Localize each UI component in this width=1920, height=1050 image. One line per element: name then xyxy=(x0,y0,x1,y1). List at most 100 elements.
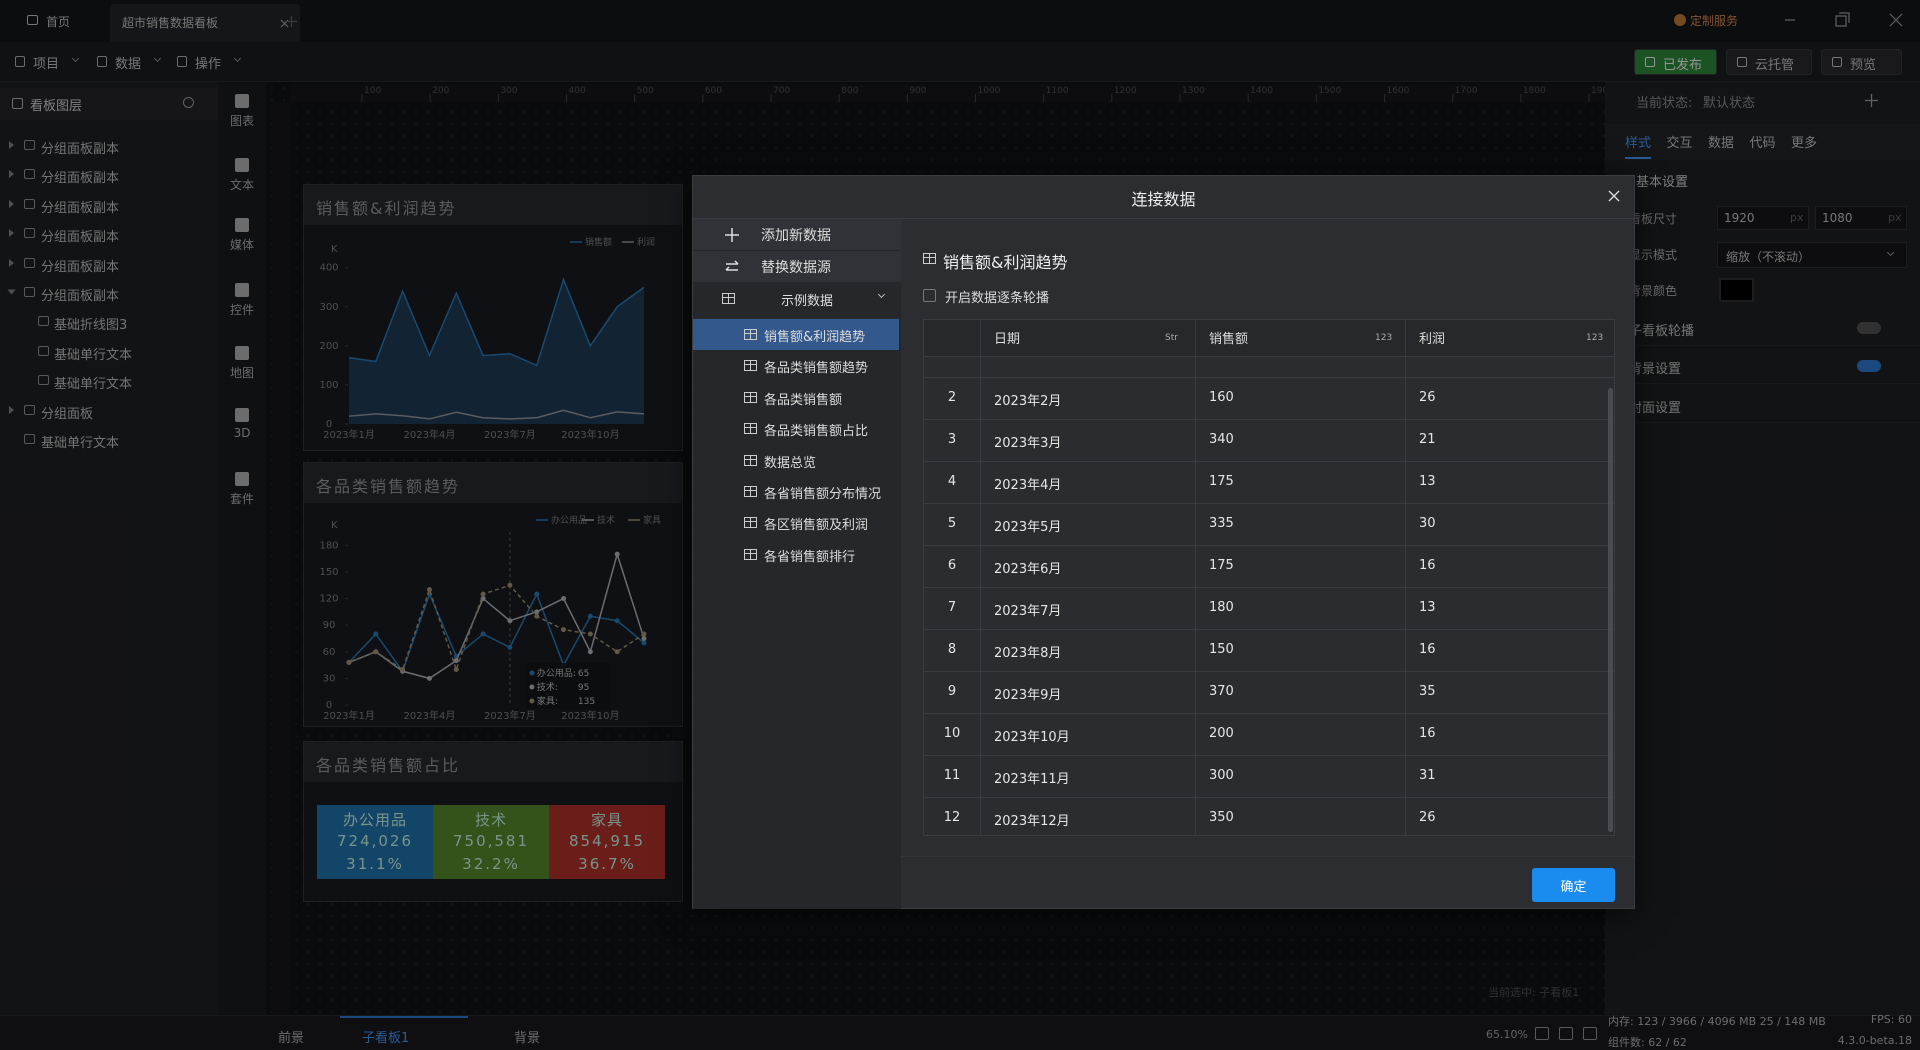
share-value: 854,915 xyxy=(568,832,646,850)
menu-icon xyxy=(725,260,739,271)
layer-tab[interactable]: 背景 xyxy=(514,1031,541,1046)
tool-icon[interactable] xyxy=(235,94,249,108)
layer-item[interactable]: 分组面板副本 xyxy=(41,142,120,157)
tool-icon[interactable] xyxy=(235,408,249,422)
restore xyxy=(1835,12,1850,27)
ruler-label: 100 xyxy=(364,86,381,96)
dataset[interactable]: 数据总览 xyxy=(764,455,817,471)
menu[interactable]: 数据 xyxy=(115,57,142,72)
tool-label[interactable]: 套件 xyxy=(229,492,254,506)
share-name: 办公用品 xyxy=(342,811,407,829)
toggle[interactable] xyxy=(1857,360,1881,372)
dataset[interactable]: 各品类销售额占比 xyxy=(764,424,869,440)
layer-tab[interactable]: 前景 xyxy=(278,1031,305,1046)
point xyxy=(534,613,540,619)
layer-item[interactable]: 基础单行文本 xyxy=(41,436,120,451)
table-icon xyxy=(744,454,757,466)
tool-label[interactable]: 控件 xyxy=(229,303,254,317)
tool-icon[interactable] xyxy=(235,158,249,172)
service-icon xyxy=(1674,14,1686,26)
tooltip-label: 家具: xyxy=(537,695,558,707)
menu[interactable]: 操作 xyxy=(195,57,222,72)
section-label: 子看板轮播 xyxy=(1629,324,1695,339)
share-value: 750,581 xyxy=(452,832,530,850)
tool-icon[interactable] xyxy=(235,472,249,486)
ruler-label: 300 xyxy=(500,86,517,96)
tool-label[interactable]: 媒体 xyxy=(229,238,254,252)
table-icon xyxy=(744,548,757,560)
modal-close[interactable] xyxy=(1608,190,1620,202)
layer-title: 看板图层 xyxy=(30,99,83,114)
menu-action[interactable]: 添加新数据 xyxy=(761,228,831,244)
widget-panel: 各品类销售额占比 办公用品 724,026 31.1% 技术 750,581 32.2% 家具… xyxy=(303,741,683,902)
row-line xyxy=(924,503,1614,504)
tool-icon[interactable] xyxy=(235,218,249,232)
tab[interactable]: 更多 xyxy=(1791,136,1818,151)
point xyxy=(480,591,486,597)
x-tick-label: 2023年1月 xyxy=(323,428,375,441)
menu[interactable]: 项目 xyxy=(33,57,60,72)
layer-tab[interactable]: 子看板1 xyxy=(362,1031,410,1046)
tool-label[interactable]: 地图 xyxy=(229,366,254,380)
point xyxy=(346,659,352,665)
action-button[interactable]: 预览 xyxy=(1821,49,1902,75)
layer-item[interactable]: 分组面板副本 xyxy=(41,230,120,246)
row-label: 背景颜色 xyxy=(1629,284,1678,298)
tool-label[interactable]: 3D xyxy=(233,426,251,440)
widget-header xyxy=(304,742,682,782)
cell: 16 xyxy=(1419,642,1436,657)
point xyxy=(561,596,567,602)
tab[interactable]: 数据 xyxy=(1708,136,1735,151)
icon xyxy=(24,198,35,209)
layer-item[interactable]: 分组面板副本 xyxy=(41,200,120,216)
tab[interactable]: 交互 xyxy=(1666,136,1693,151)
point xyxy=(373,631,379,637)
select[interactable]: 缩放（不滚动） xyxy=(1717,242,1907,268)
x-tick-label: 2023年10月 xyxy=(561,428,619,441)
cell: 31 xyxy=(1419,768,1436,783)
layer-item[interactable]: 分组面板副本 xyxy=(41,259,120,275)
widget-header xyxy=(304,185,682,225)
action-button[interactable]: 云托管 xyxy=(1726,49,1812,75)
toggle[interactable] xyxy=(1857,322,1881,334)
layer-child[interactable]: 基础折线图3 xyxy=(54,318,128,334)
source[interactable]: 示例数据 xyxy=(781,294,834,309)
layer-child[interactable]: 基础单行文本 xyxy=(54,377,133,393)
ruler-label: 1600 xyxy=(1387,86,1410,96)
icon xyxy=(12,98,23,109)
tool-icon[interactable] xyxy=(235,283,249,297)
tool-label[interactable]: 图表 xyxy=(229,114,254,128)
share-share: 32.2% xyxy=(462,855,520,873)
layer-item[interactable]: 分组面板副本 xyxy=(41,171,120,187)
dataset[interactable]: 各省销售额排行 xyxy=(764,549,856,565)
point xyxy=(507,582,513,588)
layer-item[interactable]: 分组面板副本 xyxy=(41,289,120,304)
layer-item[interactable]: 分组面板 xyxy=(41,406,94,422)
cell: 13 xyxy=(1419,600,1436,615)
row-line xyxy=(924,545,1614,546)
input[interactable]: 1080 px xyxy=(1815,206,1907,230)
col-line xyxy=(1405,320,1406,835)
tab-active[interactable]: 样式 xyxy=(1625,132,1652,159)
icon xyxy=(24,228,35,239)
dataset[interactable]: 各省销售额分布情况 xyxy=(764,487,882,502)
dataset[interactable]: 销售额&利润趋势 xyxy=(764,330,866,345)
menu-action[interactable]: 替换数据源 xyxy=(761,260,831,276)
tool-icon[interactable] xyxy=(235,346,249,360)
layer-child[interactable]: 基础单行文本 xyxy=(54,347,133,363)
service[interactable]: 定制服务 xyxy=(1690,14,1739,28)
input[interactable]: 1920 px xyxy=(1717,206,1809,230)
tool-label[interactable]: 文本 xyxy=(229,178,254,192)
point xyxy=(534,591,540,597)
dataset[interactable]: 各品类销售额 xyxy=(764,392,843,408)
checkbox[interactable] xyxy=(923,289,936,302)
dataset[interactable]: 各区销售额及利润 xyxy=(764,518,869,534)
action-button[interactable]: 已发布 xyxy=(1634,49,1717,75)
confirm-button[interactable]: 确定 xyxy=(1532,868,1615,902)
tab[interactable]: 代码 xyxy=(1749,136,1776,151)
ruler-label: 1900 xyxy=(1591,86,1605,96)
x-tick-label: 2023年4月 xyxy=(404,709,456,722)
tab[interactable]: 首页 xyxy=(46,15,71,29)
color-swatch[interactable] xyxy=(1719,278,1754,302)
dataset[interactable]: 各品类销售额趋势 xyxy=(764,361,869,377)
